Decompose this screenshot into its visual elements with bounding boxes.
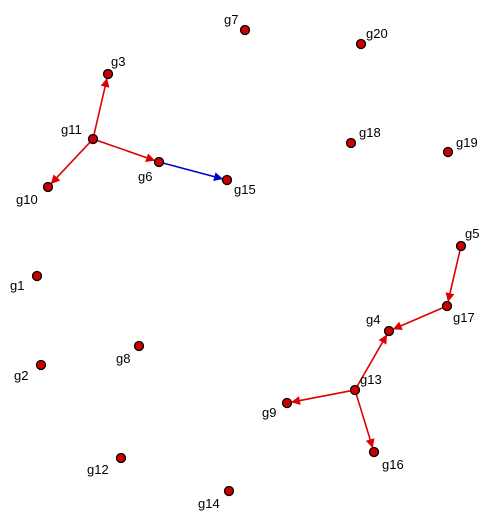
node-label-g19: g19 <box>456 135 478 150</box>
edge-g11-g6 <box>96 139 156 162</box>
node-label-g16: g16 <box>382 457 404 472</box>
node-label-g15: g15 <box>234 182 256 197</box>
edge-g5-g17 <box>445 250 461 303</box>
node-label-g2: g2 <box>14 368 28 383</box>
node-layer <box>31 24 467 497</box>
edge-g17-g4 <box>392 307 444 330</box>
node-label-g9: g9 <box>262 405 276 420</box>
node-g5 <box>455 240 467 252</box>
node-label-g11: g11 <box>61 122 82 137</box>
edge-g11-g10 <box>50 141 91 185</box>
node-label-g18: g18 <box>359 125 381 140</box>
edge-g13-g4 <box>356 334 388 387</box>
node-label-g20: g20 <box>366 26 388 41</box>
node-g1 <box>31 270 43 282</box>
node-g3 <box>102 68 114 80</box>
node-g6 <box>153 156 165 168</box>
node-label-g12: g12 <box>87 462 109 477</box>
node-g8 <box>133 340 145 352</box>
node-g19 <box>442 146 454 158</box>
node-g7 <box>239 24 251 36</box>
node-label-g3: g3 <box>111 54 125 69</box>
node-label-g6: g6 <box>138 169 152 184</box>
node-g10 <box>42 181 54 193</box>
node-g4 <box>383 325 395 337</box>
edge-g11-g3 <box>93 77 110 135</box>
node-g20 <box>355 38 367 50</box>
node-label-g17: g17 <box>453 310 475 325</box>
node-g18 <box>345 137 357 149</box>
node-g14 <box>223 485 235 497</box>
node-label-g13: g13 <box>360 372 382 387</box>
node-label-g8: g8 <box>116 351 130 366</box>
edge-layer <box>50 77 461 449</box>
edge-g13-g9 <box>291 390 351 405</box>
label-layer: g1 g2 g3 g4 g5 g6 g7 g8 g9 g10 g11 g12 g13 g14 g15 g16 g… <box>10 12 479 511</box>
node-label-g1: g1 <box>10 278 24 293</box>
node-g11 <box>87 133 99 145</box>
node-label-g14: g14 <box>198 496 220 511</box>
node-g9 <box>281 397 293 409</box>
edge-g6-g15 <box>163 162 224 181</box>
node-label-g10: g10 <box>16 192 38 207</box>
node-g13 <box>349 384 361 396</box>
node-label-g5: g5 <box>465 226 479 241</box>
node-g12 <box>115 452 127 464</box>
node-g15 <box>221 174 233 186</box>
edge-g13-g16 <box>355 394 375 449</box>
node-label-g4: g4 <box>366 312 380 327</box>
node-g17 <box>441 300 453 312</box>
node-g16 <box>368 446 380 458</box>
node-g2 <box>35 359 47 371</box>
node-label-g7: g7 <box>224 12 238 27</box>
